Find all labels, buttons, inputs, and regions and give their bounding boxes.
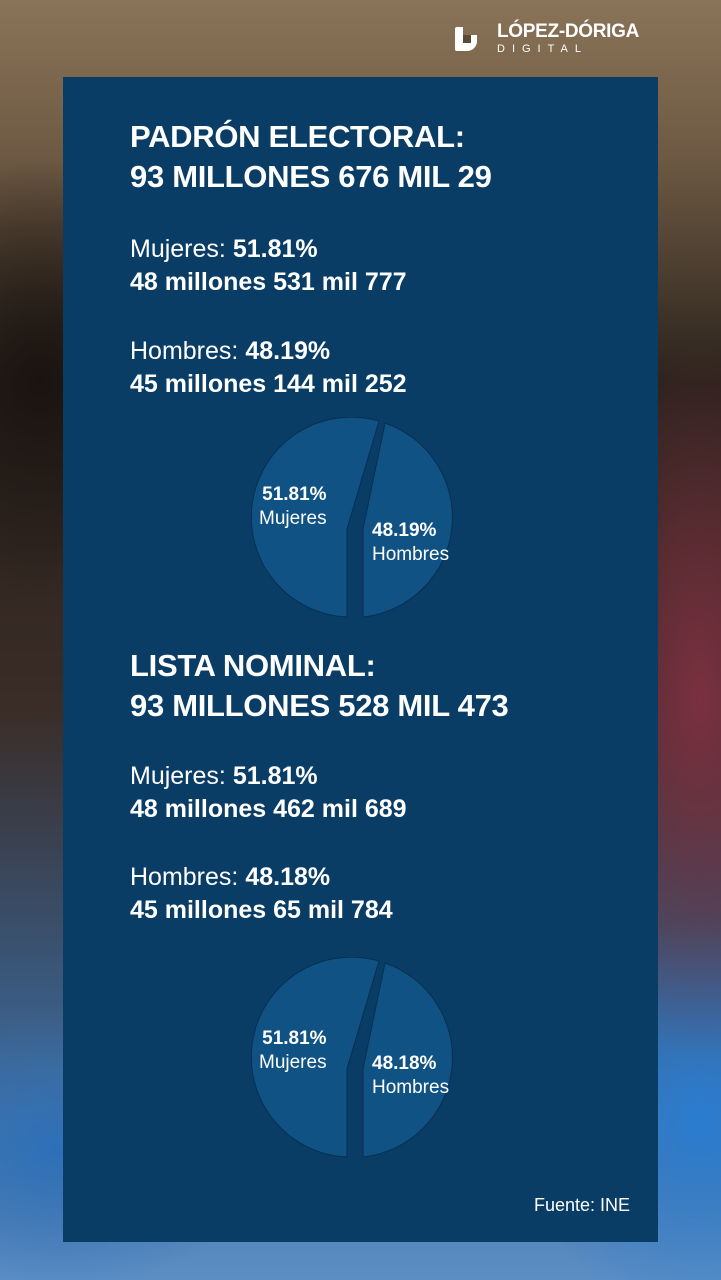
hombres-label: Hombres: — [130, 863, 246, 891]
pie-slice-hombres — [362, 962, 453, 1158]
logo-mark-icon — [455, 26, 479, 51]
mujeres-label: Mujeres: — [130, 762, 233, 790]
infographic-panel: PADRÓN ELECTORAL: 93 MILLONES 676 MIL 29… — [63, 77, 658, 1242]
pie-mujeres-pct: 51.81% — [262, 1028, 327, 1049]
hombres-total: 45 millones 144 mil 252 — [130, 370, 407, 398]
pie-label-hombres: 48.18% Hombres — [372, 1052, 449, 1100]
pie-label-mujeres: 51.81% Mujeres — [259, 483, 327, 531]
padron-pie-chart: 51.81% Mujeres 48.19% Hombres — [249, 416, 464, 622]
logo-subtitle: DIGITAL — [497, 43, 588, 55]
pie-hombres-pct: 48.19% — [372, 520, 437, 541]
padron-title-line1: PADRÓN ELECTORAL: — [130, 119, 465, 154]
padron-mujeres-stat: Mujeres: 51.81% 48 millones 531 mil 777 — [130, 233, 407, 299]
hombres-label: Hombres: — [130, 337, 246, 365]
mujeres-label: Mujeres: — [130, 235, 233, 263]
lista-title: LISTA NOMINAL: 93 MILLONES 528 MIL 473 — [130, 646, 509, 726]
pie-label-mujeres: 51.81% Mujeres — [259, 1027, 327, 1075]
pie-mujeres-label: Mujeres — [259, 1052, 327, 1073]
pie-hombres-label: Hombres — [372, 544, 450, 565]
hombres-pct: 48.19% — [245, 337, 331, 365]
lista-hombres-stat: Hombres: 48.18% 45 millones 65 mil 784 — [130, 861, 393, 927]
hombres-pct: 48.18% — [245, 863, 331, 891]
mujeres-total: 48 millones 531 mil 777 — [130, 268, 407, 296]
pie-hombres-pct: 48.18% — [372, 1053, 437, 1074]
pie-slice-mujeres — [250, 956, 380, 1158]
lista-total: 93 MILLONES 528 MIL 473 — [130, 688, 509, 723]
hombres-total: 45 millones 65 mil 784 — [130, 896, 393, 924]
pie-hombres-label: Hombres — [372, 1077, 450, 1098]
mujeres-pct: 51.81% — [232, 235, 318, 263]
padron-title: PADRÓN ELECTORAL: 93 MILLONES 676 MIL 29 — [130, 117, 492, 197]
lopez-doriga-logo: LÓPEZ-DÓRIGA DIGITAL — [455, 22, 639, 55]
logo-name: LÓPEZ-DÓRIGA — [497, 21, 640, 42]
source-note: Fuente: INE — [533, 1195, 630, 1215]
pie-slice-mujeres — [250, 416, 380, 618]
pie-label-hombres: 48.19% Hombres — [372, 519, 449, 567]
lista-pie-chart: 51.81% Mujeres 48.18% Hombres — [249, 956, 464, 1162]
mujeres-pct: 51.81% — [232, 762, 318, 790]
padron-total: 93 MILLONES 676 MIL 29 — [130, 159, 492, 194]
pie-mujeres-pct: 51.81% — [262, 484, 327, 505]
lista-mujeres-stat: Mujeres: 51.81% 48 millones 462 mil 689 — [130, 760, 407, 826]
pie-mujeres-label: Mujeres — [259, 508, 327, 529]
padron-hombres-stat: Hombres: 48.19% 45 millones 144 mil 252 — [130, 335, 407, 401]
pie-slice-hombres — [362, 422, 453, 618]
lista-title-line1: LISTA NOMINAL: — [130, 648, 376, 683]
mujeres-total: 48 millones 462 mil 689 — [130, 795, 407, 823]
